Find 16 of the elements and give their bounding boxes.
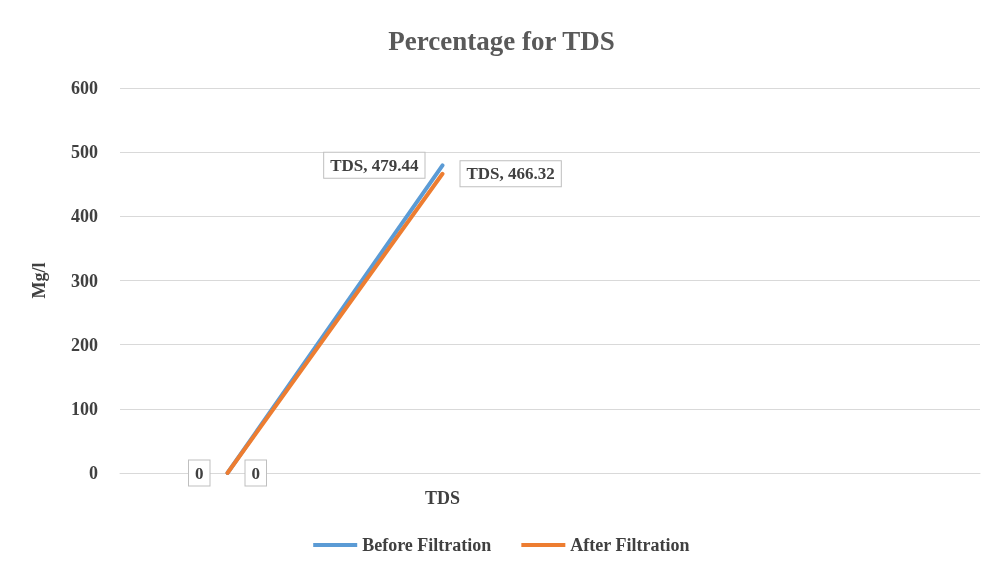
data-label: 0 <box>195 463 204 483</box>
data-label: TDS, 466.32 <box>466 164 555 184</box>
y-tick-label: 0 <box>89 463 98 483</box>
y-tick-label: 100 <box>71 398 98 419</box>
chart-title: Percentage for TDS <box>388 25 615 56</box>
data-label: TDS, 479.44 <box>330 155 419 175</box>
legend-label: After Filtration <box>570 535 690 555</box>
y-axis-title: Mg/l <box>29 262 49 299</box>
y-tick-label: 600 <box>71 78 98 98</box>
y-tick-label: 400 <box>71 206 98 227</box>
data-label: 0 <box>251 463 260 483</box>
y-tick-label: 500 <box>71 142 98 163</box>
y-tick-label: 200 <box>71 334 98 355</box>
x-tick-label: TDS <box>424 488 461 508</box>
y-tick-label: 300 <box>71 270 98 291</box>
legend-label: Before Filtration <box>362 535 492 555</box>
